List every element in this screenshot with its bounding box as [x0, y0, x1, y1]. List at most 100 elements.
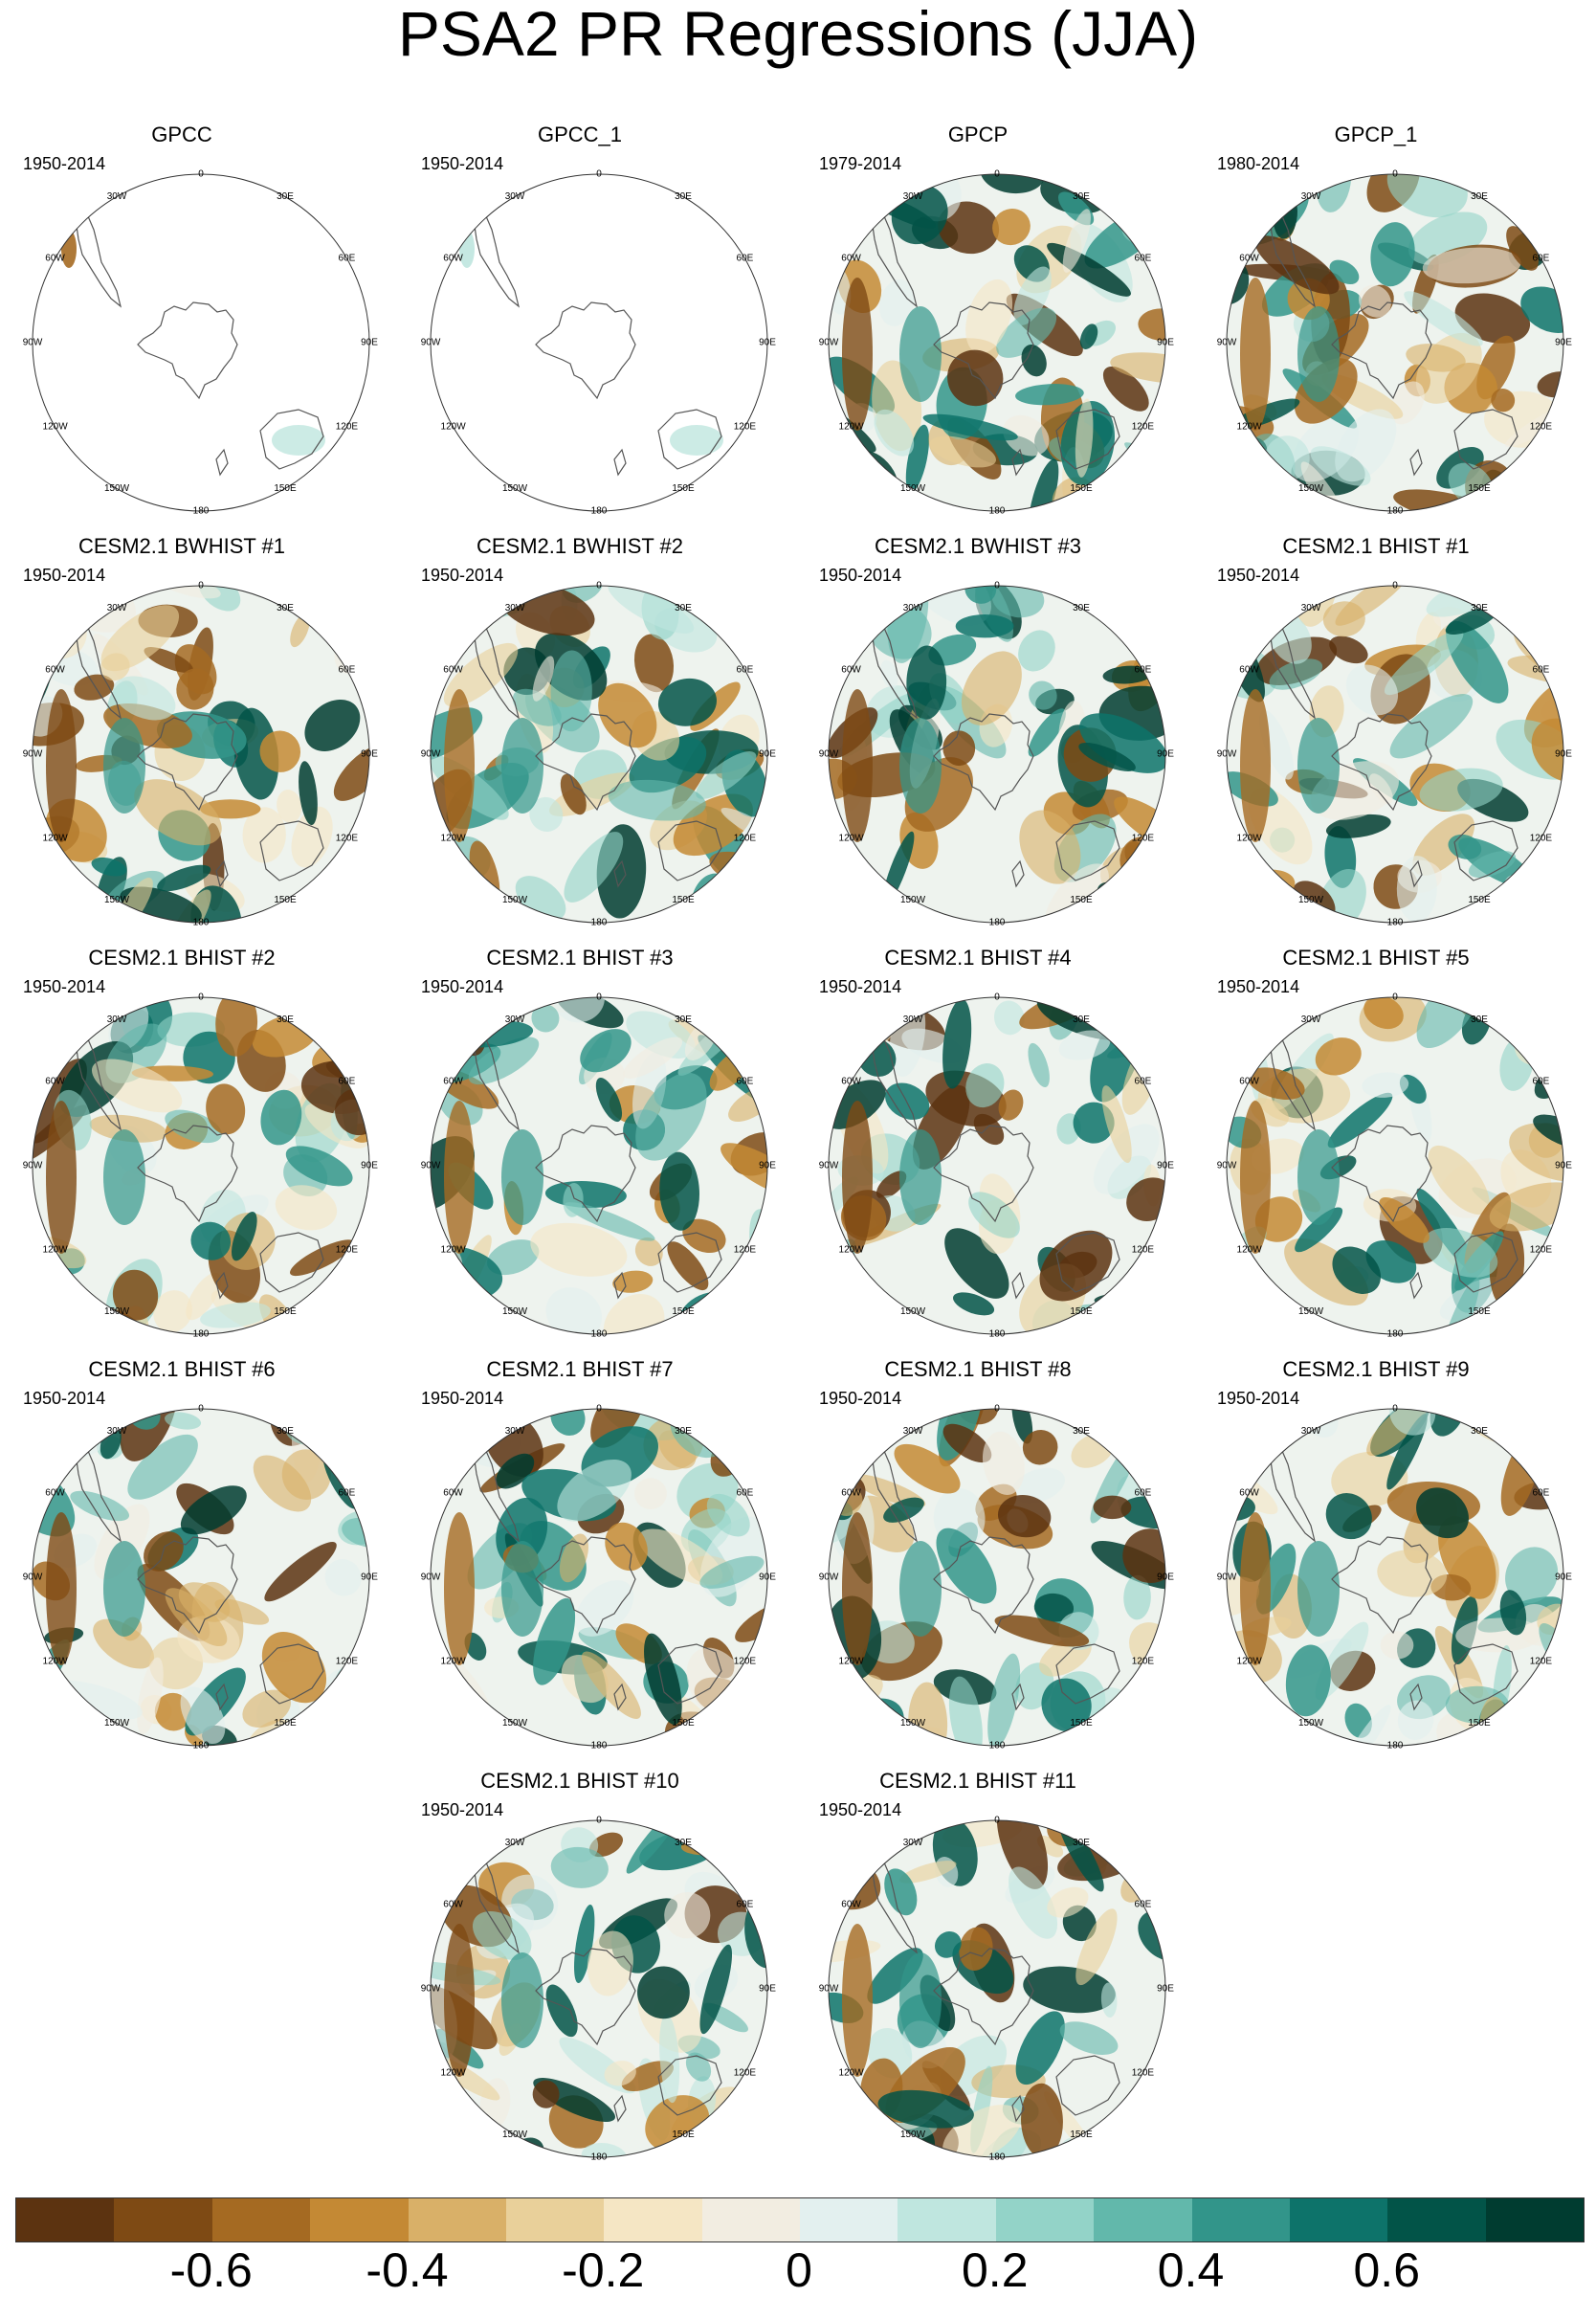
colorbar-swatch [995, 2198, 1095, 2241]
longitude-label: 90W [819, 1984, 839, 1995]
anomaly-blob [829, 1446, 861, 1477]
antarctica-coastline [1331, 713, 1432, 812]
anomaly-blob [899, 1861, 957, 1884]
longitude-label: 30W [1301, 603, 1321, 613]
anomaly-blob [996, 307, 1057, 358]
anomaly-blob [440, 1262, 459, 1298]
panel-period: 1950-2014 [23, 566, 106, 585]
colorbar-swatch [16, 2198, 115, 2241]
longitude-label: 90E [759, 1161, 776, 1171]
longitude-label: 150E [1070, 1306, 1093, 1317]
anomaly-blob [1240, 1101, 1271, 1254]
australia-coastline [657, 2055, 722, 2116]
anomaly-blob [1028, 708, 1066, 757]
australia-coastline [1055, 2055, 1120, 2116]
antarctica-coastline [1331, 1536, 1432, 1635]
longitude-label: 60E [339, 1488, 356, 1499]
anomaly-blob [290, 1239, 355, 1277]
panel-title: GPCP_1 [1334, 123, 1418, 146]
longitude-label: 150W [104, 895, 130, 905]
anomaly-blob [829, 1711, 866, 1746]
longitude-label: 90W [23, 1161, 43, 1171]
anomaly-blob [922, 413, 1018, 441]
anomaly-blob [634, 1478, 667, 1510]
antarctica-coastline [535, 1536, 636, 1635]
panel-title: CESM2.1 BHIST #9 [1282, 1357, 1470, 1381]
anomaly-blob [39, 1429, 72, 1475]
polar-stereographic-map: 0 30E 60E 90E 120E 150E 180 150W 120W 90W 60W 30W [1217, 581, 1573, 928]
anomaly-blob [431, 997, 499, 1026]
anomaly-blob [964, 586, 997, 604]
longitude-label: 120E [1132, 1657, 1155, 1667]
map-boundary [32, 173, 370, 512]
panel-period: 1950-2014 [1217, 566, 1300, 585]
anomaly-blob [1285, 1644, 1331, 1717]
anomaly-blob [1297, 1129, 1340, 1225]
longitude-label: 150E [1070, 895, 1093, 905]
anomaly-blob [46, 1101, 77, 1254]
anomaly-blob [580, 1029, 632, 1073]
anomaly-blob [899, 1129, 942, 1225]
anomaly-blob [127, 1434, 198, 1500]
anomaly-blob [947, 349, 1004, 407]
longitude-label: 30W [505, 191, 525, 202]
anomaly-blob [942, 2105, 1022, 2157]
anomaly-blob [431, 2129, 473, 2157]
map-panel: GPCC 1950-2014 0 30E 60E 90E 120E 150E 180 150W 12… [0, 123, 379, 534]
longitude-label: 90E [1157, 749, 1174, 760]
anomaly-blob [1058, 1030, 1111, 1060]
antarctica-coastline [535, 713, 636, 812]
longitude-label: 90E [759, 749, 776, 760]
south-america-coastline [872, 627, 919, 720]
anomaly-blob [942, 1423, 992, 1463]
anomaly-blob [634, 1237, 663, 1266]
longitude-label: 120W [839, 1245, 865, 1256]
longitude-label: 150E [274, 483, 297, 494]
longitude-label: 180 [591, 2152, 608, 2163]
anomaly-blob [1358, 284, 1391, 318]
anomaly-blob [929, 435, 996, 468]
longitude-label: 180 [193, 1329, 210, 1340]
anomaly-blob [1505, 1547, 1559, 1604]
longitude-label: 120E [336, 834, 359, 844]
panel-title: CESM2.1 BHIST #2 [88, 946, 276, 970]
new-zealand-coastline [1011, 859, 1025, 888]
colorbar-tick-label: -0.2 [562, 2243, 645, 2297]
anomaly-blob [343, 1682, 369, 1746]
anomaly-blob [441, 1696, 478, 1734]
anomaly-blob [1422, 247, 1521, 284]
longitude-label: 90E [1555, 749, 1572, 760]
antarctica-coastline [933, 1948, 1034, 2046]
anomaly-blob [659, 2014, 680, 2104]
anomaly-blob [1419, 768, 1503, 812]
panel-title: CESM2.1 BWHIST #3 [875, 534, 1081, 558]
map-boundary [1226, 996, 1564, 1335]
anomaly-blob [1101, 1085, 1132, 1164]
anomaly-blob [1416, 997, 1481, 1049]
new-zealand-coastline [215, 859, 229, 888]
longitude-label: 60W [841, 254, 861, 264]
anomaly-blob [1380, 1631, 1414, 1660]
anomaly-blob [1247, 1067, 1305, 1100]
panel-title: CESM2.1 BHIST #8 [884, 1357, 1072, 1381]
longitude-label: 0 [994, 581, 1000, 591]
anomaly-blob [1003, 414, 1050, 457]
anomaly-blob [1079, 713, 1165, 773]
new-zealand-coastline [613, 859, 627, 888]
longitude-label: 150W [900, 895, 926, 905]
longitude-label: 60W [443, 1900, 463, 1910]
anomaly-blob [1021, 2083, 1063, 2157]
new-zealand-coastline [613, 1271, 627, 1300]
anomaly-blob [1404, 291, 1483, 346]
anomaly-blob [1445, 606, 1498, 635]
longitude-label: 120E [734, 834, 757, 844]
anomaly-blob [667, 1241, 709, 1291]
anomaly-blob [1388, 1409, 1436, 1436]
longitude-label: 60W [45, 254, 65, 264]
south-america-coastline [474, 215, 521, 308]
polar-stereographic-map: 0 30E 60E 90E 120E 150E 180 150W 120W 90W 60W 30W [819, 1404, 1175, 1751]
longitude-label: 120W [839, 1657, 865, 1667]
longitude-label: 60E [737, 254, 754, 264]
polar-stereographic-map: 0 30E 60E 90E 120E 150E 180 150W 120W 90W 60W 30W [819, 1816, 1175, 2163]
anomaly-blob [965, 279, 1013, 354]
